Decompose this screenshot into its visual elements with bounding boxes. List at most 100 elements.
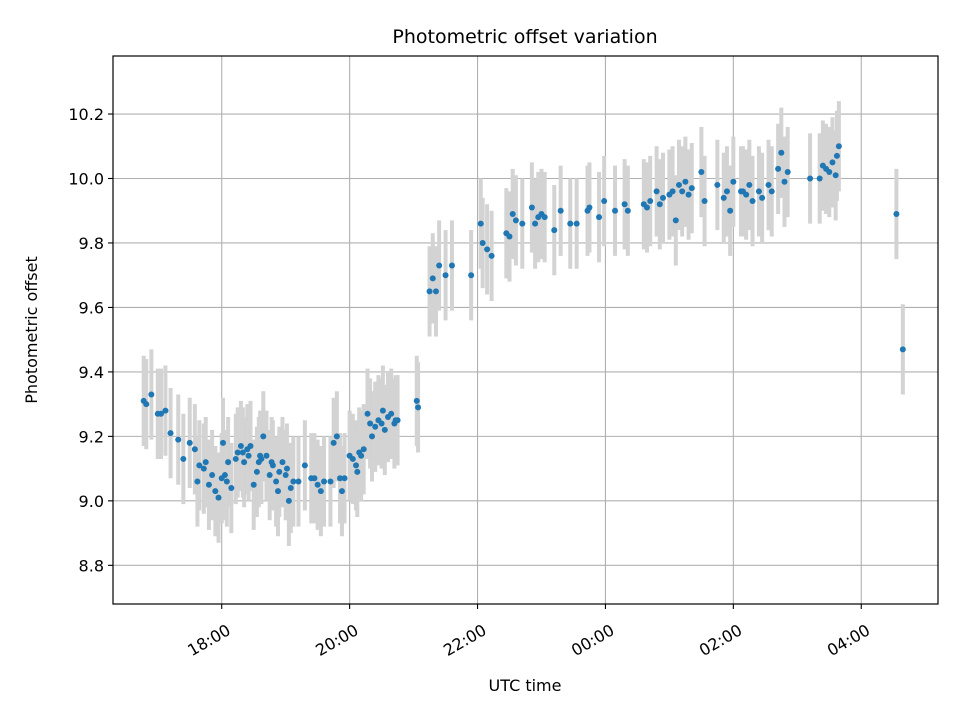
data-point xyxy=(573,220,580,227)
data-point xyxy=(221,472,228,479)
data-point xyxy=(234,449,241,456)
data-point xyxy=(755,188,762,195)
data-point xyxy=(191,446,198,453)
data-point xyxy=(285,497,292,504)
data-point xyxy=(653,188,660,195)
y-tick-label: 9.2 xyxy=(79,427,104,446)
data-point xyxy=(200,465,207,472)
data-point xyxy=(488,252,495,259)
data-point xyxy=(448,262,455,269)
data-point xyxy=(541,214,548,221)
data-point xyxy=(388,410,395,417)
data-point xyxy=(432,288,439,295)
data-point xyxy=(266,472,273,479)
data-point xyxy=(239,449,246,456)
data-point xyxy=(237,443,244,450)
data-point xyxy=(314,481,321,488)
data-point xyxy=(341,475,348,482)
data-point xyxy=(245,452,252,459)
data-point xyxy=(232,455,239,462)
data-point xyxy=(333,433,340,440)
data-point xyxy=(893,210,900,217)
data-point xyxy=(778,149,785,156)
data-point xyxy=(194,478,201,485)
data-point xyxy=(759,194,766,201)
data-point xyxy=(360,446,367,453)
data-point xyxy=(685,191,692,198)
data-point xyxy=(276,468,283,475)
data-point xyxy=(509,210,516,217)
data-point xyxy=(143,401,150,408)
data-point xyxy=(282,472,289,479)
data-point xyxy=(749,198,756,205)
data-point xyxy=(215,494,222,501)
data-point xyxy=(647,198,654,205)
data-point xyxy=(364,410,371,417)
data-point xyxy=(656,201,663,208)
data-point xyxy=(682,178,689,185)
data-point xyxy=(196,462,203,469)
data-point xyxy=(317,488,324,495)
data-point xyxy=(519,220,526,227)
data-point xyxy=(394,417,401,424)
data-point xyxy=(829,159,836,166)
data-point xyxy=(621,201,628,208)
data-point xyxy=(379,407,386,414)
data-point xyxy=(220,439,226,446)
data-point xyxy=(468,272,475,279)
data-point xyxy=(247,443,254,450)
data-point xyxy=(528,204,535,211)
data-point xyxy=(669,188,676,195)
plot-frame xyxy=(112,55,939,605)
chart-title: Photometric offset variation xyxy=(392,26,657,48)
y-tick-label: 8.8 xyxy=(79,556,104,575)
data-point xyxy=(358,452,365,459)
y-tick-label: 9.8 xyxy=(79,234,104,253)
data-point xyxy=(287,484,294,491)
y-axis-label: Photometric offset xyxy=(22,256,41,404)
data-point xyxy=(807,175,814,182)
data-point xyxy=(279,459,286,466)
point-layer xyxy=(140,143,906,504)
data-point xyxy=(835,143,842,150)
data-point xyxy=(275,488,281,495)
data-point xyxy=(353,462,360,469)
data-point xyxy=(338,488,345,495)
y-axis: 8.8 9.0 9.2 9.4 9.6 9.8 10.0 10.2 xyxy=(68,105,113,575)
data-point xyxy=(436,262,443,269)
data-point xyxy=(672,217,679,224)
data-point xyxy=(148,391,155,398)
data-point xyxy=(290,478,297,485)
data-point xyxy=(426,288,433,295)
data-point xyxy=(369,433,376,440)
data-point xyxy=(167,430,174,437)
data-point xyxy=(367,420,374,427)
x-axis-label: UTC time xyxy=(489,676,562,695)
data-point xyxy=(551,227,558,234)
data-point xyxy=(175,436,182,443)
y-tick-label: 9.6 xyxy=(79,298,104,317)
data-point xyxy=(209,472,216,479)
data-point xyxy=(479,239,486,246)
data-point xyxy=(162,407,169,414)
data-point xyxy=(720,194,727,201)
data-point xyxy=(212,488,219,495)
data-point xyxy=(330,439,337,446)
data-point xyxy=(826,169,833,176)
data-point xyxy=(768,188,775,195)
data-point xyxy=(701,198,708,205)
data-point xyxy=(442,272,449,279)
data-point xyxy=(477,220,484,227)
data-point xyxy=(250,481,257,488)
data-point xyxy=(311,475,318,482)
data-point xyxy=(381,426,388,433)
data-point xyxy=(784,169,791,176)
data-point xyxy=(269,462,276,469)
data-point xyxy=(679,188,686,195)
data-point xyxy=(241,459,248,466)
data-point xyxy=(337,475,344,482)
data-point xyxy=(567,220,574,227)
data-point xyxy=(675,181,682,188)
